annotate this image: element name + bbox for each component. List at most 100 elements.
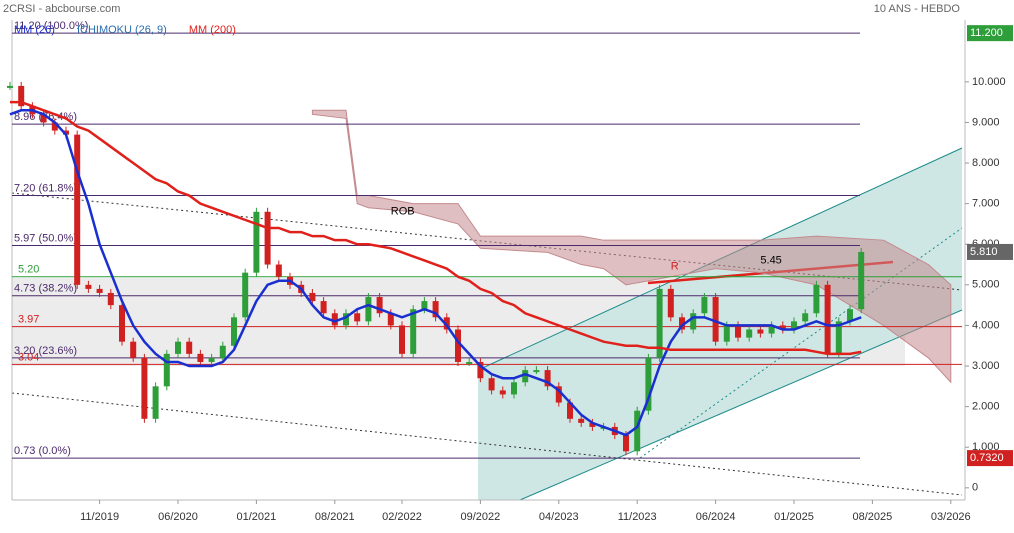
candle <box>499 390 506 395</box>
y-tick-label: 9.000 <box>972 116 1000 128</box>
candle <box>130 341 137 358</box>
candle <box>343 313 349 326</box>
candle <box>835 321 842 354</box>
fib-label: 0.73 (0.0%) <box>14 445 71 457</box>
y-tick-label: 10.000 <box>972 76 1006 88</box>
candle <box>376 297 383 314</box>
indicator-line <box>10 100 862 356</box>
candle <box>667 288 674 318</box>
price-tag <box>967 450 1013 467</box>
price-tag <box>967 25 1013 42</box>
annotation: R <box>671 260 679 272</box>
candle <box>175 341 181 354</box>
y-tick-label: 4.000 <box>972 319 1000 331</box>
legend-entry: MM (26) <box>14 24 55 36</box>
candle <box>107 292 114 306</box>
annotation: 5.45 <box>760 254 781 266</box>
y-tick-label: 3.000 <box>972 360 1000 372</box>
candle <box>242 272 249 318</box>
candle <box>63 130 69 135</box>
candle <box>443 317 450 330</box>
price-tag <box>967 243 1013 260</box>
fib-label: 11.20 (100.0%) <box>14 20 88 32</box>
candle <box>858 251 865 310</box>
legend-entry: MM (200) <box>189 24 236 36</box>
candle <box>690 313 697 330</box>
candle <box>74 134 81 285</box>
candle <box>712 297 719 342</box>
candle <box>119 305 125 342</box>
x-tick-label: 03/2026 <box>931 511 971 523</box>
candle <box>85 284 92 289</box>
candle <box>589 422 596 427</box>
fib-label: 4.73 (38.2%) <box>14 283 77 295</box>
candle <box>466 361 473 364</box>
candle <box>567 402 573 419</box>
indicator-line <box>9 109 862 437</box>
candle <box>365 297 372 322</box>
x-tick-label: 08/2025 <box>853 511 893 523</box>
candle <box>219 345 226 358</box>
price-tag-label: 5.810 <box>970 246 998 258</box>
candle <box>824 284 831 354</box>
level-label: 3.04 <box>18 351 39 363</box>
candle <box>701 297 708 314</box>
x-tick-label: 09/2022 <box>461 511 501 523</box>
candle <box>18 85 25 107</box>
y-tick-label: 2.000 <box>972 401 1000 413</box>
candle <box>309 292 316 302</box>
level-label: 5.20 <box>18 264 39 276</box>
candle <box>40 114 47 123</box>
candle <box>163 353 170 387</box>
legend-entry: ICHIMOKU (26, 9) <box>77 24 167 36</box>
candle <box>813 284 820 314</box>
candle <box>320 301 327 314</box>
y-tick-label: 5.000 <box>972 279 1000 291</box>
x-tick-label: 01/2025 <box>774 511 814 523</box>
candle <box>791 321 797 330</box>
candle <box>735 325 741 338</box>
trend-dotted <box>11 392 963 496</box>
candle <box>533 370 540 373</box>
fib-label: 5.97 (50.0%) <box>14 232 77 244</box>
candle <box>757 329 764 334</box>
candle <box>634 410 641 452</box>
candle <box>410 309 417 354</box>
candle <box>186 341 193 354</box>
x-tick-label: 08/2021 <box>315 511 355 523</box>
header-left: 2CRSI - abcbourse.com <box>3 3 120 15</box>
candle <box>354 313 361 322</box>
x-tick-label: 06/2020 <box>158 511 198 523</box>
candle <box>723 325 730 342</box>
price-tag-label: 0.7320 <box>970 452 1004 464</box>
x-tick-label: 02/2022 <box>382 511 422 523</box>
candle <box>455 329 461 362</box>
y-tick-label: 8.000 <box>972 157 1000 169</box>
level-label: 3.97 <box>18 314 39 326</box>
channel-mid <box>639 227 963 459</box>
candle <box>275 264 282 277</box>
y-tick-label: 0 <box>972 482 978 494</box>
x-tick-label: 01/2021 <box>237 511 277 523</box>
y-tick-label: 7.000 <box>972 198 1000 210</box>
candle <box>152 386 159 419</box>
x-tick-label: 11/2023 <box>618 511 657 523</box>
x-tick-label: 06/2024 <box>696 511 736 523</box>
x-tick-label: 04/2023 <box>539 511 579 523</box>
candle <box>768 325 775 334</box>
candle <box>802 313 809 322</box>
ichimoku-cloud <box>311 109 952 384</box>
candle <box>197 353 204 362</box>
price-tag-label: 11.200 <box>970 27 1003 39</box>
candle <box>51 122 58 131</box>
candle <box>511 382 517 395</box>
candle <box>387 313 394 326</box>
candle <box>847 309 853 322</box>
candle <box>544 370 551 387</box>
candle <box>746 329 753 338</box>
x-tick-label: 11/2019 <box>80 511 119 523</box>
candle <box>399 325 405 354</box>
candle <box>779 325 786 330</box>
candle <box>7 85 13 88</box>
candle <box>421 301 428 310</box>
